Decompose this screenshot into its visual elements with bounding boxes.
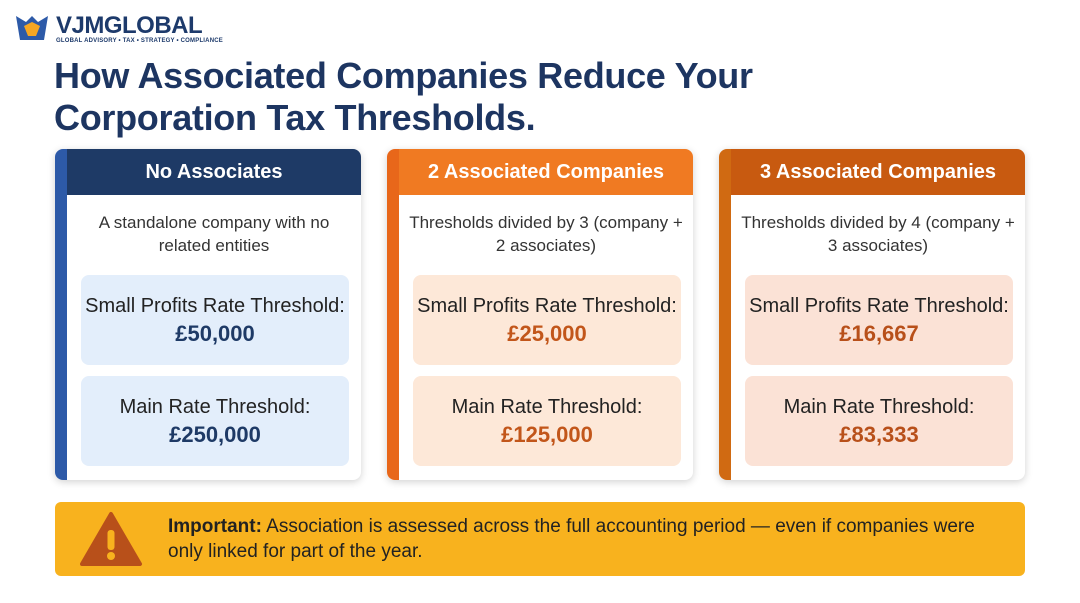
card-accent <box>387 149 399 480</box>
threshold-value: £25,000 <box>507 321 587 346</box>
threshold-value: £50,000 <box>175 321 255 346</box>
threshold-label: Main Rate Threshold: <box>119 396 311 418</box>
threshold-label: Main Rate Threshold: <box>783 396 975 418</box>
notice-text: Important: Association is assessed acros… <box>168 514 988 564</box>
card-header: 3 Associated Companies <box>731 149 1025 195</box>
card-header: No Associates <box>67 149 361 195</box>
threshold-label: Small Profits Rate Threshold: <box>417 295 677 317</box>
warning-icon <box>80 512 142 566</box>
threshold-box: Small Profits Rate Threshold: £16,667 <box>745 275 1013 365</box>
threshold-box: Small Profits Rate Threshold: £25,000 <box>413 275 681 365</box>
threshold-box: Main Rate Threshold: £83,333 <box>745 376 1013 466</box>
title-line: Corporation Tax Thresholds. <box>54 97 536 138</box>
threshold-label: Small Profits Rate Threshold: <box>749 295 1009 317</box>
threshold-value: £250,000 <box>169 422 261 447</box>
logo-name: VJMGLOBAL <box>56 12 203 39</box>
card-accent <box>55 149 67 480</box>
threshold-box: Small Profits Rate Threshold: £50,000 <box>81 275 349 365</box>
logo-tagline: GLOBAL ADVISORY • TAX • STRATEGY • COMPL… <box>56 38 223 44</box>
threshold-box: Main Rate Threshold: £125,000 <box>413 376 681 466</box>
title-line: How Associated Companies Reduce Your <box>54 55 753 96</box>
notice: Important: Association is assessed acros… <box>55 502 1025 576</box>
card-description: Thresholds divided by 4 (company + 3 ass… <box>741 213 1015 255</box>
threshold-box: Main Rate Threshold: £250,000 <box>81 376 349 466</box>
card-description: A standalone company with no related ent… <box>98 213 330 255</box>
threshold-value: £125,000 <box>501 422 593 447</box>
card: No Associates A standalone company with … <box>55 149 361 480</box>
threshold-value: £83,333 <box>839 422 919 447</box>
logo-icon <box>16 16 48 40</box>
card-accent <box>719 149 731 480</box>
card: 3 Associated Companies Thresholds divide… <box>719 149 1025 480</box>
notice-label: Important: <box>168 516 262 537</box>
threshold-label: Main Rate Threshold: <box>451 396 643 418</box>
threshold-value: £16,667 <box>839 321 919 346</box>
notice-body: Association is assessed across the full … <box>168 516 975 562</box>
card-description: Thresholds divided by 3 (company + 2 ass… <box>409 213 683 255</box>
card: 2 Associated Companies Thresholds divide… <box>387 149 693 480</box>
threshold-label: Small Profits Rate Threshold: <box>85 295 345 317</box>
card-header: 2 Associated Companies <box>399 149 693 195</box>
